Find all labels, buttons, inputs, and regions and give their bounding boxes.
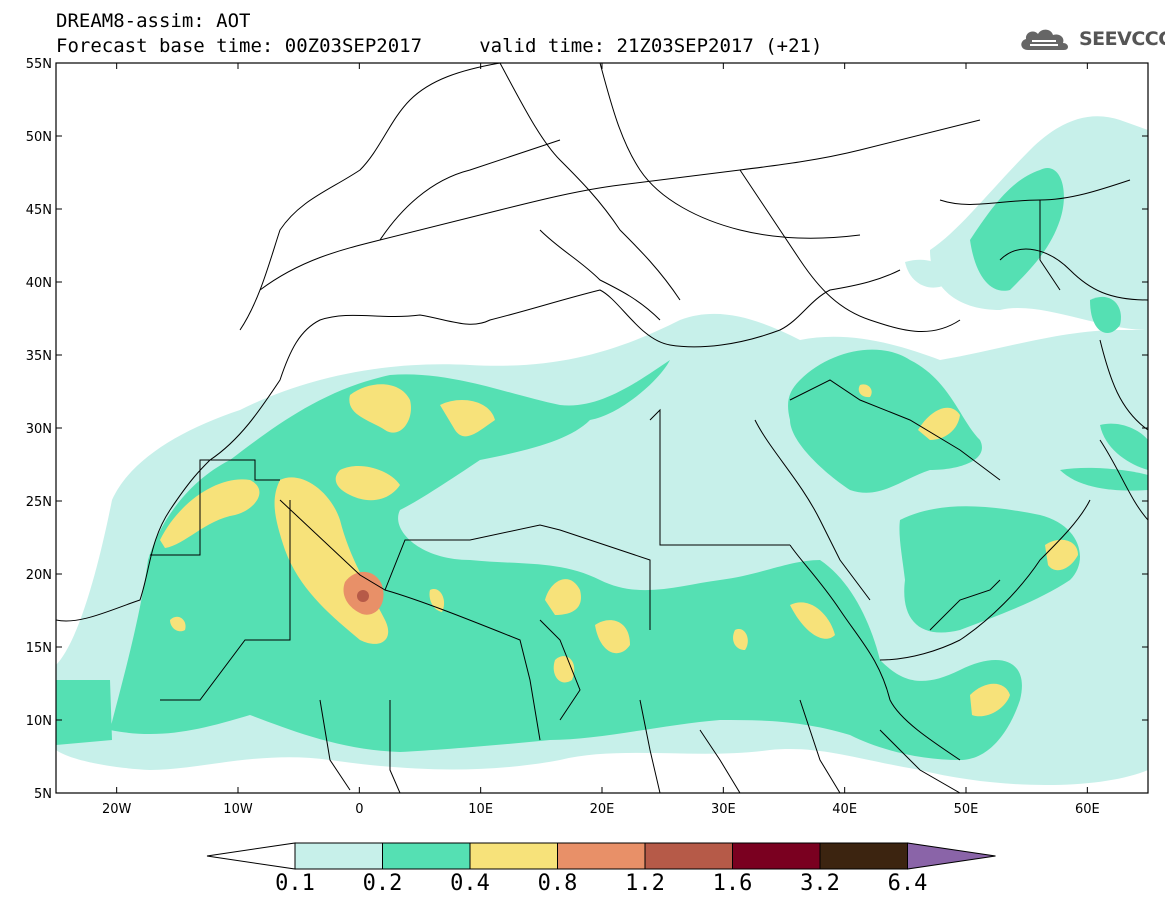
colorbar-level-label: 0.2 <box>362 871 403 896</box>
colorbar-level-label: 0.8 <box>537 871 578 896</box>
colorbar-level-label: 6.4 <box>887 871 928 896</box>
colorbar-box <box>732 842 821 870</box>
lat-tick-label: 10N <box>26 714 52 729</box>
seevccc-logo: SEEVCCC <box>1018 26 1165 52</box>
lon-tick-label: 60E <box>1075 802 1100 817</box>
lat-tick-label: 30N <box>26 422 52 437</box>
lon-tick-label: 20E <box>590 802 615 817</box>
colorbar-under-arrow <box>206 842 296 870</box>
lon-tick-label: 10W <box>223 802 253 817</box>
colorbar-level-label: 0.1 <box>275 871 315 896</box>
lon-tick-label: 10E <box>468 802 493 817</box>
lon-tick-label: 20W <box>102 802 132 817</box>
chart-title: DREAM8-assim: AOT <box>56 10 251 32</box>
colorbar-level-label: 3.2 <box>800 871 840 896</box>
aot-level-1.2 <box>357 590 369 602</box>
colorbar-box <box>819 842 908 870</box>
colorbar-level-label: 1.6 <box>712 871 753 896</box>
lat-tick-label: 20N <box>26 568 52 583</box>
lat-tick-label: 25N <box>26 495 52 510</box>
lat-tick-label: 55N <box>26 57 52 72</box>
colorbar-box <box>644 842 733 870</box>
lon-tick-label: 50E <box>954 802 979 817</box>
colorbar-box <box>469 842 558 870</box>
lat-tick-label: 35N <box>26 349 52 364</box>
lat-tick-label: 15N <box>26 641 52 656</box>
colorbar-over-arrow <box>907 842 996 870</box>
country-borders <box>56 63 1148 793</box>
aot-level-0.2 <box>56 168 1148 760</box>
colorbar-box <box>294 842 383 870</box>
latitude-ticks: 55N 50N 45N 40N 35N 30N 25N 20N 15N 10N 5N <box>26 57 1148 802</box>
colorbar-box <box>557 842 646 870</box>
lat-tick-label: 5N <box>34 787 52 802</box>
lat-tick-label: 50N <box>26 130 52 145</box>
colorbar <box>206 842 996 870</box>
longitude-ticks: 20W 10W 0 10E 20E 30E 40E 50E 60E <box>102 63 1100 817</box>
aot-contours <box>56 63 1148 793</box>
colorbar-box <box>382 842 471 870</box>
cloud-icon <box>1021 29 1069 50</box>
colorbar-level-label: 0.4 <box>450 871 490 896</box>
logo-text: SEEVCCC <box>1079 28 1165 50</box>
lon-tick-label: 30E <box>711 802 736 817</box>
lon-tick-label: 40E <box>832 802 857 817</box>
lon-tick-label: 0 <box>355 802 363 817</box>
colorbar-level-label: 1.2 <box>625 871 665 896</box>
forecast-time-subtitle: Forecast base time: 00Z03SEP2017 valid t… <box>56 35 823 57</box>
lat-tick-label: 45N <box>26 203 52 218</box>
lat-tick-label: 40N <box>26 276 52 291</box>
